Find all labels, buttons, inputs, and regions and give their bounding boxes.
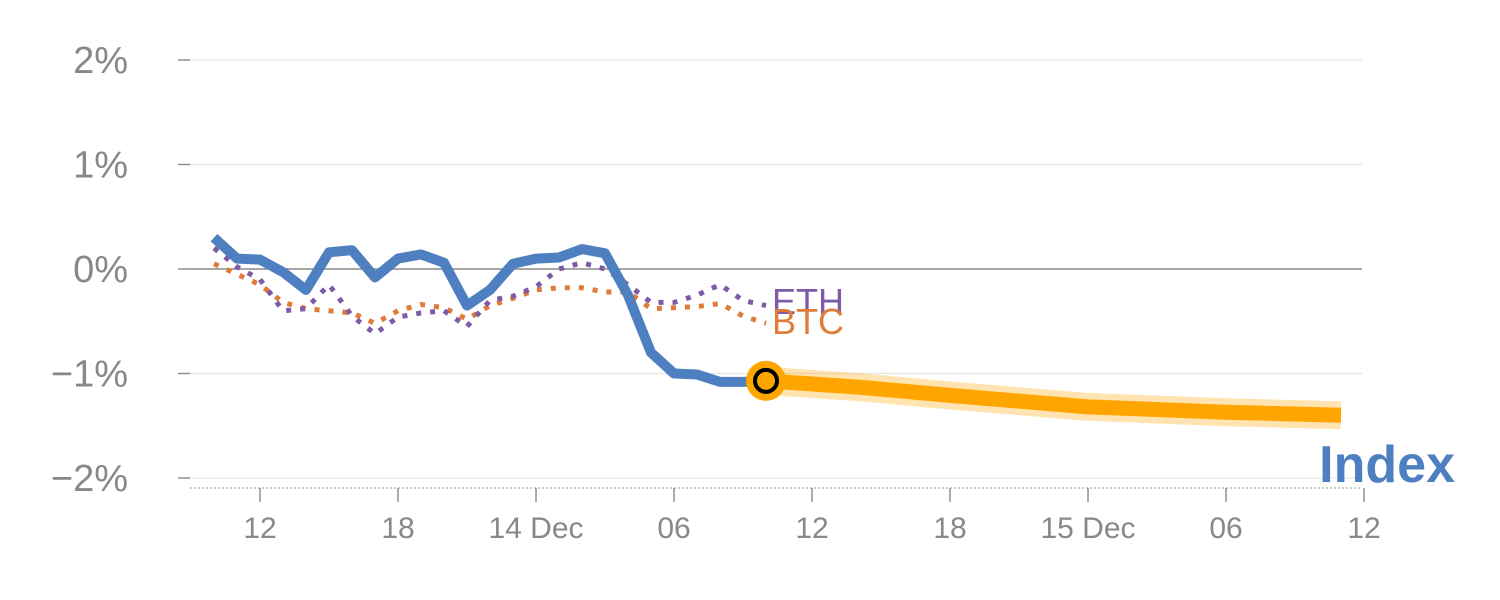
x-tick-label: 18 (933, 512, 966, 545)
series-label-index: Index (1319, 436, 1455, 494)
x-tick-label: 12 (795, 512, 828, 545)
series-line-eth (212, 246, 767, 337)
x-tick-label: 12 (1347, 512, 1380, 545)
x-tick-label: 06 (1209, 512, 1242, 545)
series-label-eth: ETH (772, 281, 844, 322)
label-layer: ETH BTC Index (772, 281, 1455, 494)
x-tick-label: 18 (381, 512, 414, 545)
y-tick-label: −2% (51, 458, 128, 500)
x-tick-label: 12 (243, 512, 276, 545)
x-tick-label: 14 Dec (488, 512, 583, 545)
x-tick-label: 06 (657, 512, 690, 545)
forecast-line (765, 373, 1342, 423)
y-tick-label: 0% (73, 249, 128, 291)
x-axis: 12 18 14 Dec 06 12 18 15 Dec 06 12 (190, 487, 1381, 545)
series-label-btc: BTC (772, 301, 844, 342)
series-line-btc (212, 261, 767, 327)
current-point-ring (753, 367, 779, 394)
y-tick-label: −1% (51, 354, 128, 396)
y-tick-label: 1% (73, 145, 128, 187)
x-tick-label: 15 Dec (1040, 512, 1135, 545)
y-axis: 2% 1% 0% −1% −2% (51, 40, 190, 500)
current-point-halo (746, 360, 786, 401)
series-line-index (210, 233, 767, 387)
point-layer (746, 360, 786, 401)
series-layer (210, 233, 1342, 430)
y-tick-label: 2% (73, 40, 128, 82)
